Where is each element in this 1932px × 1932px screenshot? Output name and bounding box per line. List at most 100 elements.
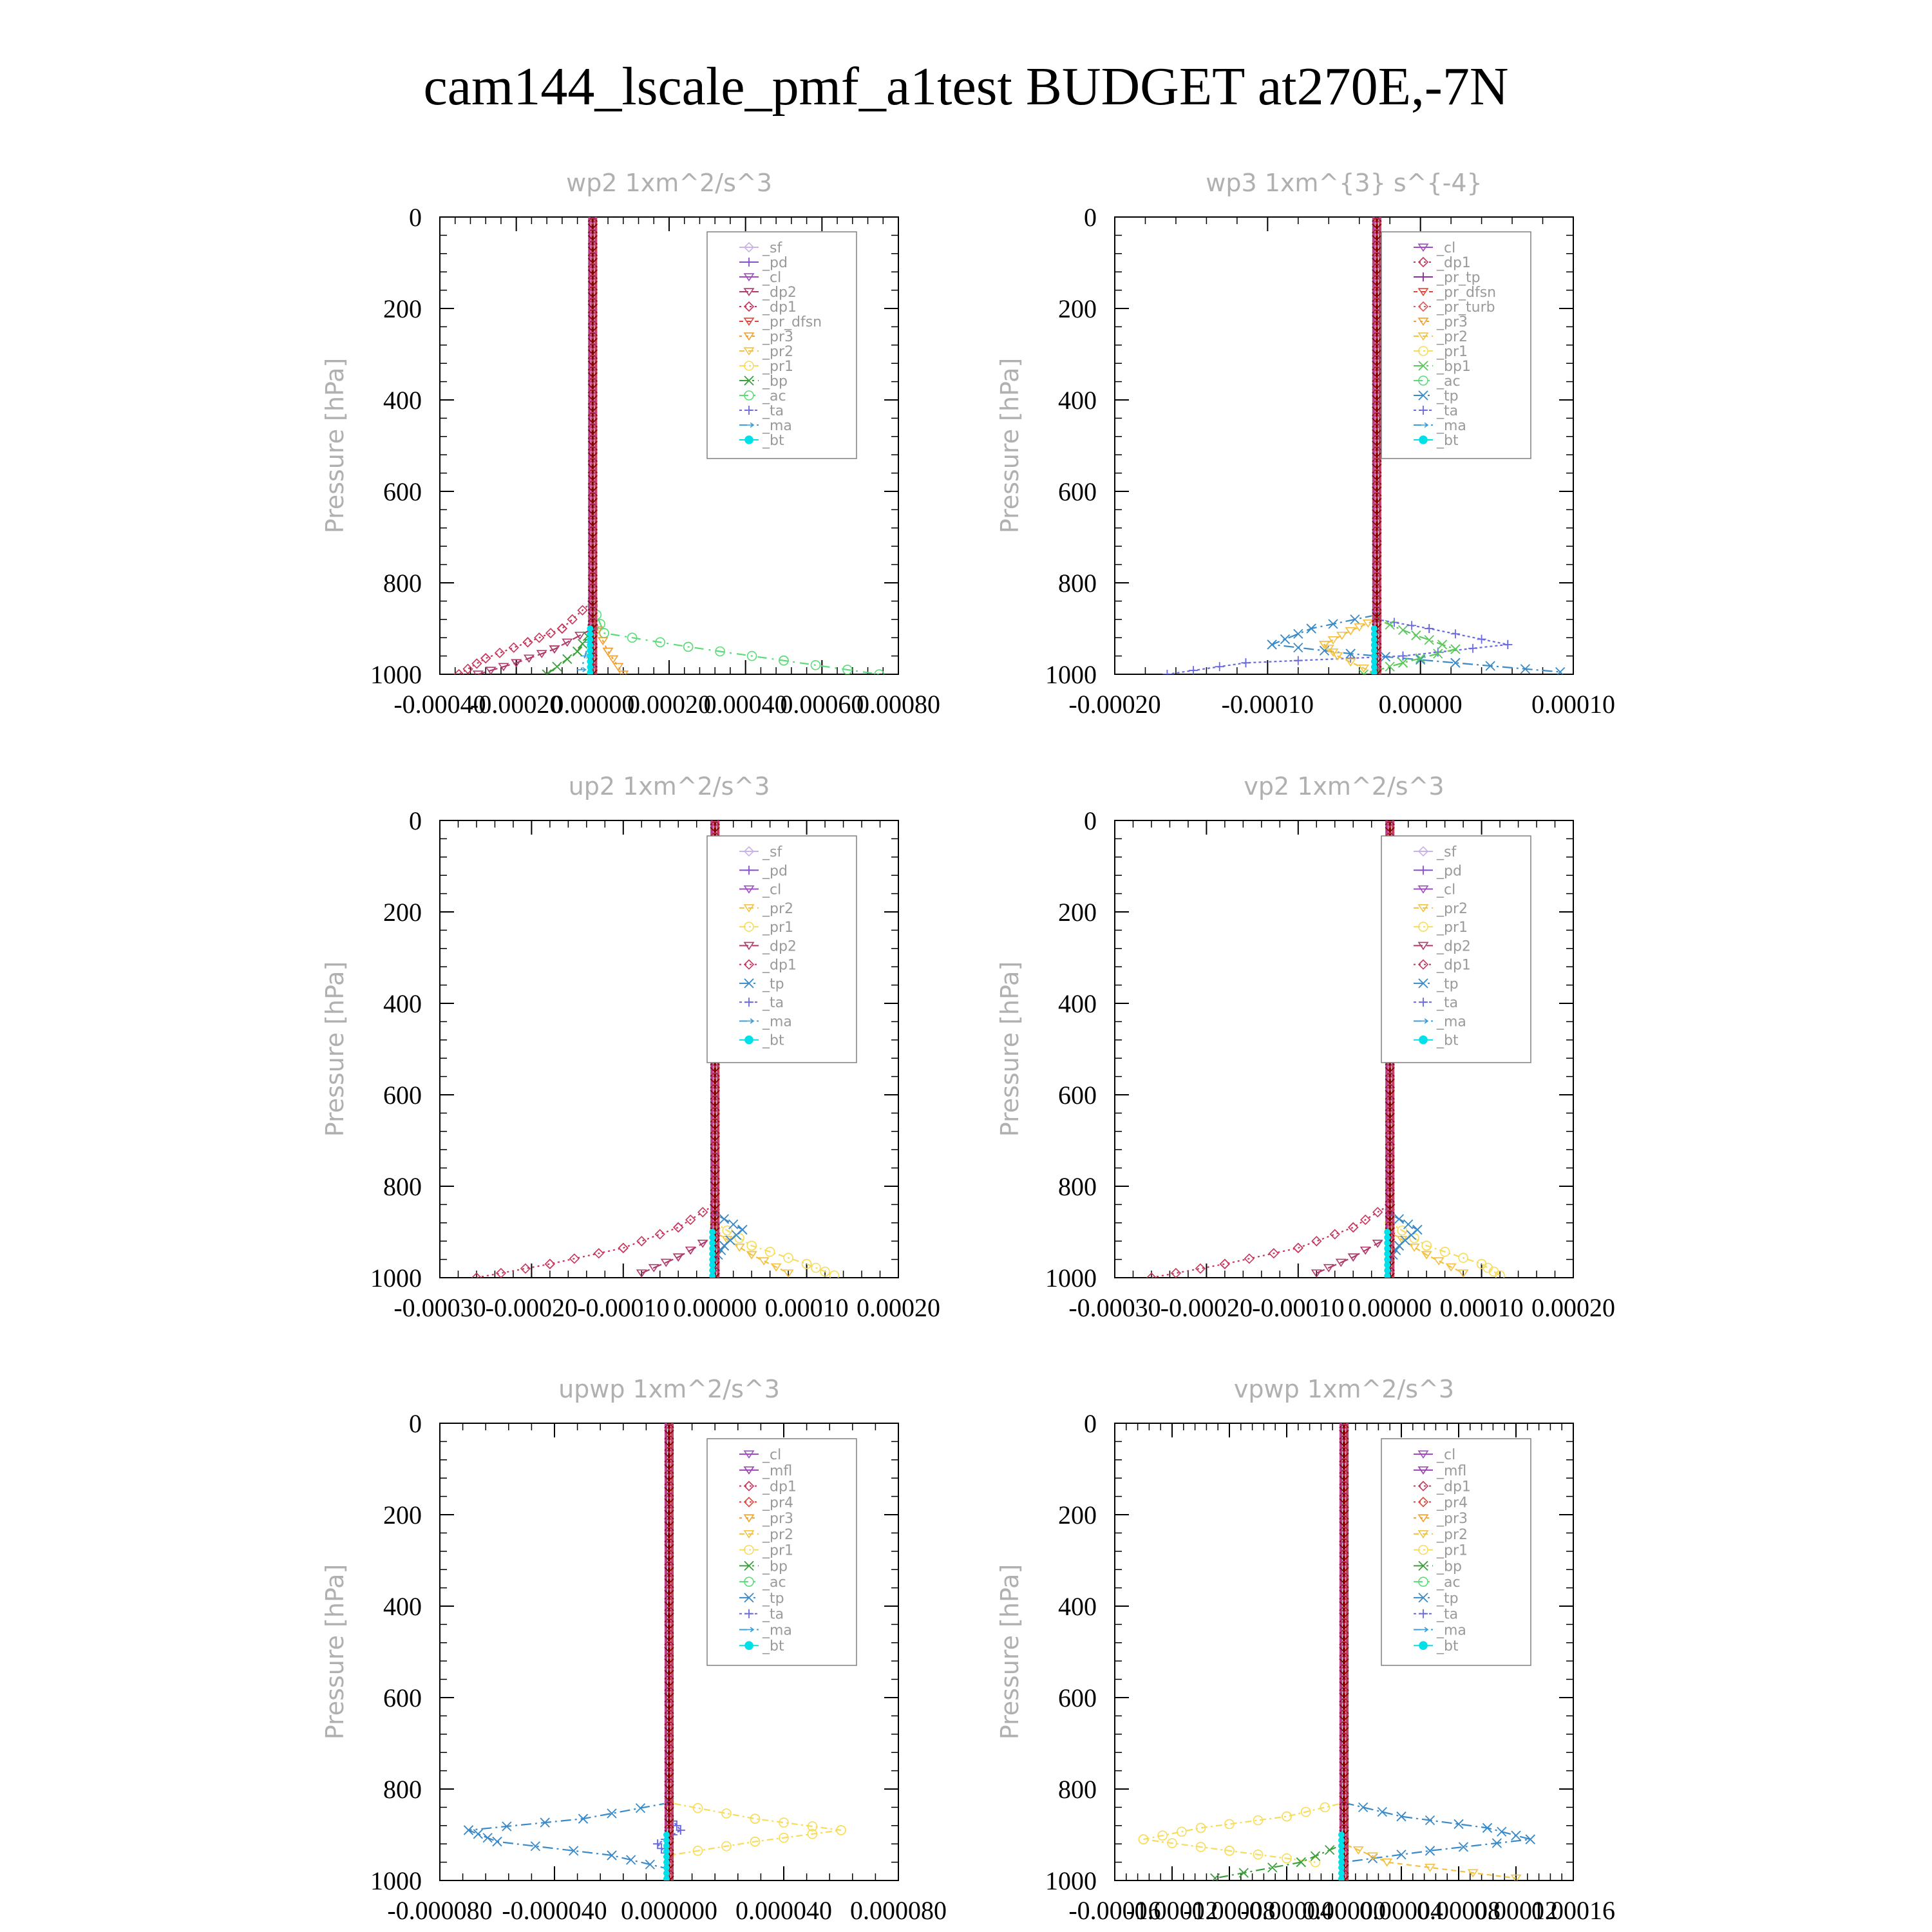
legend-label: _pr2: [1436, 329, 1468, 345]
series-marker-pr2: [1336, 631, 1348, 640]
bt-marker: [709, 1245, 716, 1252]
legend-label: _ta: [762, 1607, 784, 1623]
zero-bundle-marker: [664, 1481, 674, 1488]
bt-marker: [709, 1267, 716, 1274]
x-tick-label: 0.00020: [857, 1293, 940, 1322]
x-tick-label: -0.00030: [393, 1293, 486, 1322]
series-marker-bp: [1325, 1845, 1335, 1855]
bt-marker: [587, 641, 594, 649]
zero-bundle-marker: [1386, 1279, 1394, 1285]
x-tick-label: -0.00010: [1252, 1293, 1344, 1322]
zero-bundle-marker: [1339, 1618, 1349, 1625]
panel-title: wp2 1xm^2/s^3: [566, 169, 772, 197]
zero-bundle-marker: [664, 1470, 674, 1477]
legend-marker: [1418, 978, 1428, 989]
legend-label: _sf: [1436, 844, 1457, 860]
series-marker-tp: [626, 1855, 636, 1865]
legend-marker: [1418, 346, 1428, 356]
bt-marker: [663, 1832, 670, 1838]
series-marker-dp1: [480, 653, 491, 664]
bt-marker: [1370, 663, 1378, 670]
series-marker-bp1: [1424, 635, 1434, 645]
zero-bundle-marker: [1372, 435, 1382, 442]
series-marker-tp: [635, 1803, 646, 1814]
zero-bundle-marker: [664, 1687, 674, 1694]
zero-bundle-marker: [1339, 1629, 1349, 1637]
legend-marker: [1417, 332, 1429, 341]
legend-box: [1381, 231, 1531, 459]
zero-bundle-marker: [1372, 274, 1382, 282]
series-line-bp: [1215, 1423, 1345, 1879]
series-marker-dp2: [697, 1240, 708, 1248]
legend-marker: [743, 301, 755, 312]
zero-bundle-marker: [1372, 492, 1382, 500]
y-tick-label: 800: [1058, 1775, 1097, 1804]
series-marker-ta: [1389, 618, 1399, 627]
series-marker-tp: [1525, 1834, 1535, 1844]
legend-label: _dp1: [762, 1479, 797, 1495]
zero-bundle-marker: [710, 1164, 720, 1171]
series-marker-pr2: [1352, 1846, 1364, 1855]
series-marker-pr3: [607, 655, 619, 664]
bt-marker: [587, 669, 594, 674]
zero-bundle-marker: [710, 1152, 720, 1160]
legend-marker: [1419, 272, 1428, 281]
zero-bundle-marker: [665, 1882, 673, 1888]
zero-bundle-marker: [1339, 1778, 1349, 1786]
legend-marker: [1417, 256, 1429, 268]
bt-marker: [1384, 1234, 1391, 1241]
zero-bundle-marker: [587, 401, 598, 408]
series-marker-pr2: [1327, 636, 1339, 645]
zero-bundle-marker: [664, 1549, 674, 1557]
series-marker-tp: [1492, 1838, 1502, 1848]
series-marker-dp1: [636, 1236, 647, 1247]
bt-marker: [1338, 1875, 1345, 1880]
series-marker-pr2: [1445, 1263, 1457, 1272]
series-line-dp2: [641, 820, 716, 1274]
series-marker-dp2: [574, 631, 586, 640]
bt-marker: [587, 630, 594, 638]
zero-bundle-marker: [1339, 1492, 1349, 1500]
series-marker-pr1: [1282, 1811, 1292, 1822]
legend-marker: [1417, 1530, 1429, 1539]
series-marker-bp: [1267, 1862, 1278, 1873]
zero-bundle-marker: [1339, 1607, 1349, 1615]
bt-marker: [1338, 1859, 1345, 1866]
zero-bundle-marker: [1372, 320, 1382, 328]
series-marker-pr2: [1358, 664, 1370, 673]
series-marker-tp: [1293, 642, 1303, 653]
y-tick-label: 1000: [370, 1866, 422, 1895]
legend-label: _dp2: [762, 285, 797, 301]
series-marker-dp1: [1360, 1214, 1371, 1226]
zero-bundle-marker: [664, 1435, 674, 1443]
bt-marker: [663, 1864, 670, 1871]
series-marker-tp: [1497, 1826, 1507, 1837]
series-marker-dp2: [511, 659, 522, 668]
series-marker-pr2: [1425, 1864, 1435, 1872]
series-line-pr1: [1143, 1423, 1345, 1863]
series-marker-tp: [1377, 1806, 1387, 1817]
zero-bundle-marker: [1339, 1538, 1349, 1546]
series-marker-dp1: [1219, 1258, 1231, 1269]
series-marker-tp: [607, 1808, 617, 1819]
zero-bundle-marker: [664, 1424, 674, 1432]
zero-bundle-marker: [710, 1072, 720, 1080]
series-marker-dp1: [569, 1253, 580, 1264]
zero-bundle-marker: [1372, 480, 1382, 488]
legend-label: _mfl: [762, 1463, 792, 1479]
series-marker-tp: [1394, 1214, 1405, 1224]
x-tick-label: 0.00060: [780, 690, 864, 719]
y-tick-label: 800: [1058, 1172, 1097, 1201]
zero-bundle-marker: [587, 377, 598, 385]
series-marker-ac: [683, 641, 694, 652]
series-marker-dp1: [1146, 1272, 1157, 1278]
x-tick-label: 0.00000: [551, 690, 634, 719]
x-tick-label: 0.00004: [1359, 1896, 1443, 1925]
series-marker-dp2: [523, 654, 535, 663]
series-marker-pr1: [1282, 1853, 1292, 1864]
series-marker-pr1: [807, 1829, 818, 1839]
zero-bundle-marker: [1339, 1584, 1349, 1591]
series-marker-bp: [1238, 1868, 1249, 1878]
zero-bundle-marker: [664, 1492, 674, 1500]
